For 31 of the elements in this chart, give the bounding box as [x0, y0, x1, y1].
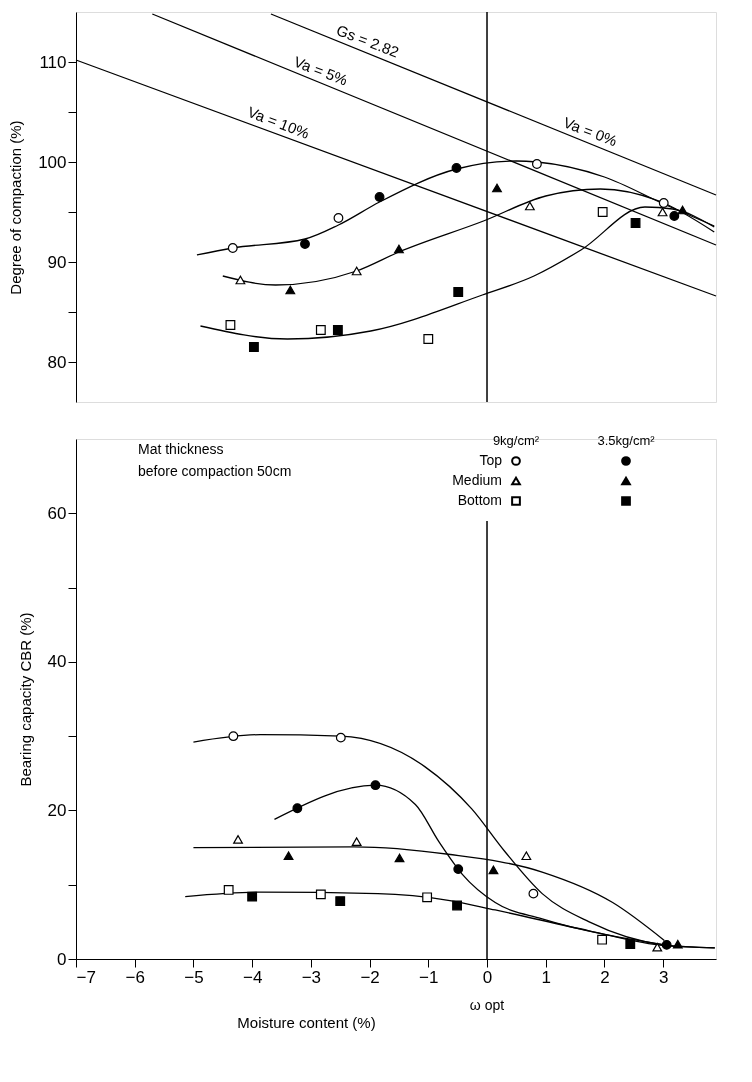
x-tick-label: −1 — [419, 967, 439, 987]
annotation: Mat thickness before compaction 50cm — [138, 441, 292, 479]
y-tick-label: 60 — [47, 503, 67, 523]
x-tick-label: −2 — [360, 967, 380, 987]
ref-line-label: ω opt — [469, 997, 505, 1013]
y-axis-title: Bearing capacity CBR (%) — [16, 612, 34, 787]
x-tick-label: −3 — [301, 967, 322, 987]
annotation: 9kg/cm² — [492, 433, 540, 448]
x-tick-label: 0 — [482, 967, 493, 987]
x-tick-label: −7 — [76, 967, 96, 987]
x-tick-label: −4 — [242, 967, 263, 987]
x-tick-label: −6 — [125, 967, 145, 987]
y-tick-label: 20 — [47, 800, 67, 820]
x-tick-label: 3 — [658, 967, 669, 987]
x-tick-label: 1 — [541, 967, 551, 987]
annotation: Va = 0% — [561, 113, 620, 150]
x-tick-label: 2 — [600, 967, 610, 987]
x-tick-label: −5 — [184, 967, 204, 987]
y-tick-label: 90 — [47, 252, 67, 272]
y-tick-label: 110 — [39, 52, 67, 72]
legend-label: Bottom — [457, 492, 502, 508]
y-axis-title: Degree of compaction (%) — [7, 120, 25, 295]
y-tick-label: 40 — [47, 652, 67, 672]
y-tick-label: 0 — [57, 949, 67, 969]
annotation: Va = 10% — [245, 103, 312, 142]
y-tick-label: 80 — [47, 352, 67, 372]
legend-label: Top — [479, 452, 503, 468]
y-tick-label: 100 — [38, 152, 67, 172]
legend-label: Medium — [452, 472, 502, 488]
annotation: 3.5kg/cm² — [597, 433, 656, 448]
x-axis-title: Moisture content (%) — [237, 1013, 376, 1031]
